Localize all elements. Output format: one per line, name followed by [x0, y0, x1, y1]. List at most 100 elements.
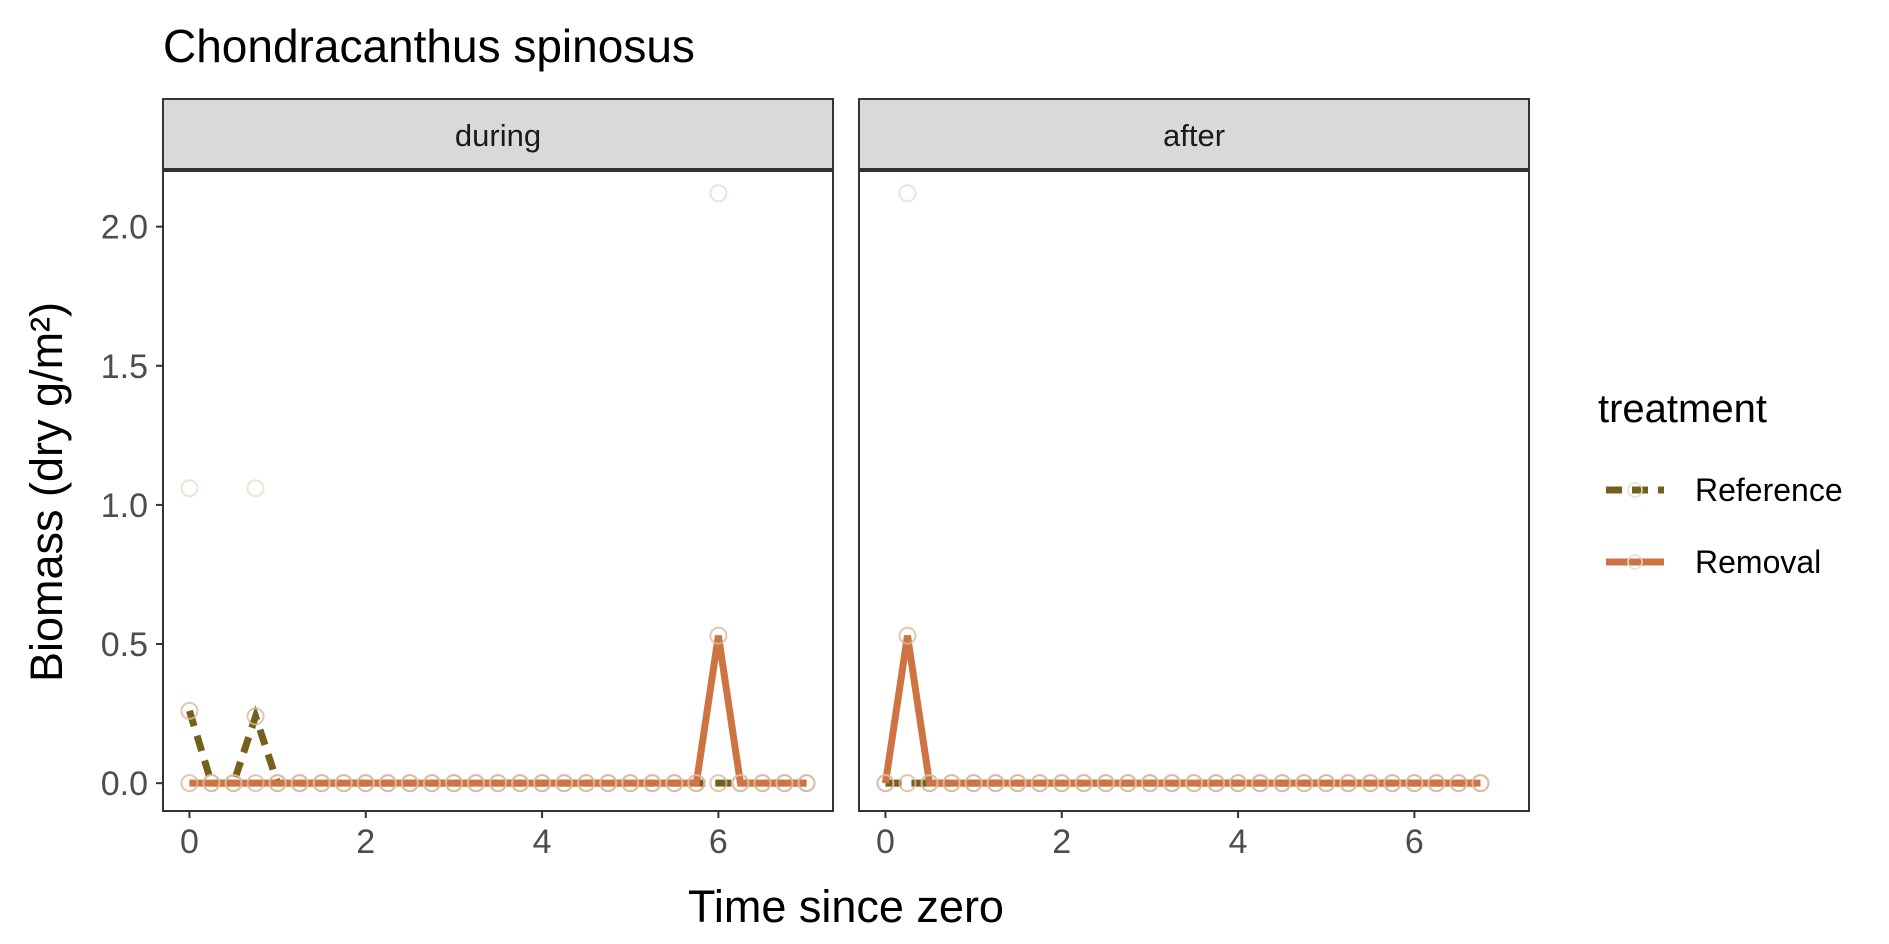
- x-tick-label: 2: [1052, 823, 1071, 861]
- data-point-removal: [444, 774, 463, 793]
- data-point-removal: [621, 774, 640, 793]
- data-point-removal: [1383, 774, 1402, 793]
- data-point-removal: [268, 774, 287, 793]
- data-point-removal: [709, 626, 728, 645]
- data-point-removal: [1405, 774, 1424, 793]
- data-point-removal: [1449, 774, 1468, 793]
- x-tick-label: 0: [180, 823, 199, 861]
- legend-point-reference: [1627, 482, 1643, 498]
- y-axis-title: Biomass (dry g/m²): [21, 302, 72, 682]
- panel-strip-during: [162, 98, 834, 170]
- data-point-removal: [797, 774, 816, 793]
- data-point-removal: [466, 774, 485, 793]
- data-point-removal: [876, 774, 895, 793]
- data-point-removal: [1427, 774, 1446, 793]
- data-point-removal: [1273, 774, 1292, 793]
- data-point-removal: [687, 774, 706, 793]
- y-tick-label: 2.0: [101, 209, 148, 247]
- data-point-reference: [180, 701, 199, 720]
- x-tick-label: 4: [533, 823, 552, 861]
- data-point-removal: [1251, 774, 1270, 793]
- x-tick-label: 2: [356, 823, 375, 861]
- y-axis-ticks: 0.0 0.5 1.0 1.5 2.0: [101, 209, 163, 803]
- data-point-removal: [1030, 774, 1049, 793]
- data-point-reference: [898, 774, 917, 793]
- data-point-removal: [665, 774, 684, 793]
- panel-plot-area-during: [162, 170, 834, 812]
- x-tick-label: 4: [1229, 823, 1248, 861]
- data-point-removal: [224, 774, 243, 793]
- data-point-removal: [753, 774, 772, 793]
- data-point-removal: [986, 774, 1005, 793]
- data-point-removal: [1008, 774, 1027, 793]
- data-point-removal: [775, 774, 794, 793]
- data-point-removal: [643, 774, 662, 793]
- data-point-removal: [1118, 774, 1137, 793]
- data-point-removal: [1140, 774, 1159, 793]
- legend: treatment Reference Removal: [1598, 387, 1843, 580]
- data-point-removal: [1096, 774, 1115, 793]
- panel-label-during: during: [455, 118, 541, 153]
- data-point-removal: [180, 774, 199, 793]
- data-point-removal: [334, 774, 353, 793]
- data-point-removal: [599, 774, 618, 793]
- data-point-removal: [964, 774, 983, 793]
- data-point-removal: [400, 774, 419, 793]
- data-point-removal: [202, 774, 221, 793]
- panel-after: after 0 2 4 6: [858, 98, 1530, 861]
- y-tick-label: 1.5: [101, 348, 148, 386]
- data-point-removal: [1207, 774, 1226, 793]
- data-point-removal: [1361, 774, 1380, 793]
- data-point-faint: [898, 184, 917, 203]
- data-point-removal: [1471, 774, 1490, 793]
- x-axis-title: Time since zero: [688, 881, 1004, 932]
- chart-title: Chondracanthus spinosus: [163, 20, 695, 72]
- data-point-removal: [1074, 774, 1093, 793]
- series-line-removal: [881, 635, 1481, 787]
- legend-point-removal: [1627, 554, 1643, 570]
- legend-label-removal: Removal: [1695, 544, 1821, 580]
- data-point-faint: [246, 479, 265, 498]
- data-point-reference: [246, 707, 265, 726]
- y-tick-label: 0.0: [101, 765, 148, 803]
- data-point-removal: [378, 774, 397, 793]
- x-tick-label: 6: [709, 823, 728, 861]
- legend-label-reference: Reference: [1695, 472, 1843, 508]
- data-point-removal: [422, 774, 441, 793]
- data-point-removal: [1229, 774, 1248, 793]
- data-point-reference: [709, 774, 728, 793]
- data-point-removal: [1295, 774, 1314, 793]
- data-point-removal: [312, 774, 331, 793]
- data-point-removal: [942, 774, 961, 793]
- data-point-removal: [290, 774, 309, 793]
- data-point-removal: [1052, 774, 1071, 793]
- panel-strip-after: [858, 98, 1530, 170]
- x-tick-label: 0: [876, 823, 895, 861]
- data-point-removal: [731, 774, 750, 793]
- data-point-removal: [1185, 774, 1203, 793]
- legend-title: treatment: [1598, 387, 1767, 431]
- data-point-removal: [577, 774, 596, 793]
- data-point-removal: [555, 774, 574, 793]
- y-tick-label: 1.0: [101, 487, 148, 525]
- panel-marks-after: [876, 184, 1490, 793]
- data-point-faint: [180, 479, 199, 498]
- panel-plot-area-after: [858, 170, 1530, 812]
- data-point-removal: [920, 774, 939, 793]
- data-point-faint: [709, 184, 728, 203]
- data-point-removal: [1317, 774, 1336, 793]
- x-tick-label: 6: [1405, 823, 1424, 861]
- panel-marks-during: [180, 184, 816, 793]
- data-point-removal: [533, 774, 552, 793]
- data-point-removal: [898, 626, 917, 645]
- data-point-removal: [489, 774, 507, 793]
- data-point-removal: [1162, 774, 1181, 793]
- x-axis-ticks-during: 0 2 4 6: [180, 811, 728, 861]
- legend-item-removal: Removal: [1606, 544, 1821, 580]
- data-point-removal: [246, 774, 265, 793]
- data-point-removal: [511, 774, 530, 793]
- data-point-removal: [356, 774, 375, 793]
- x-axis-ticks-after: 0 2 4 6: [876, 811, 1424, 861]
- panel-during: during 0 2 4 6: [162, 98, 834, 861]
